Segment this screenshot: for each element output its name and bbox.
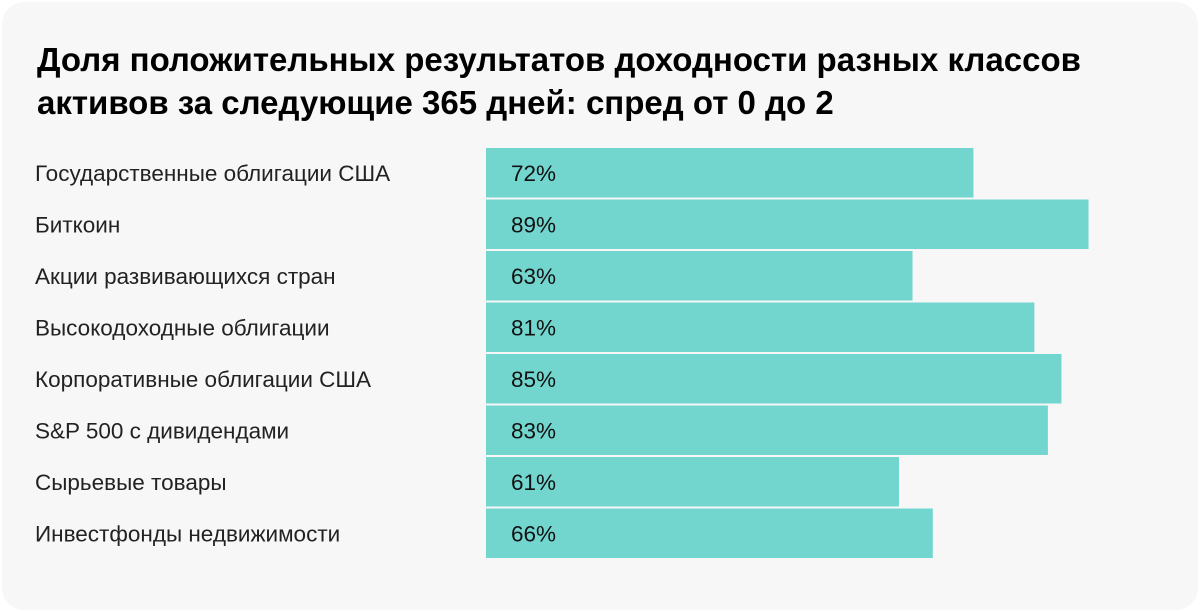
bar — [486, 251, 913, 301]
category-label: Инвестфонды недвижимости — [35, 521, 340, 546]
bar — [486, 405, 1048, 455]
value-label: 83% — [511, 418, 556, 443]
value-label: 85% — [511, 367, 556, 392]
category-label: Государственные облигации США — [35, 161, 390, 186]
chart-title: Доля положительных результатов доходност… — [37, 41, 1081, 121]
value-label: 72% — [511, 161, 556, 186]
category-label: Сырьевые товары — [35, 470, 227, 495]
value-label: 81% — [511, 315, 556, 340]
category-label: Корпоративные облигации США — [35, 367, 371, 392]
bar — [486, 302, 1035, 352]
value-label: 89% — [511, 212, 556, 237]
bar — [486, 199, 1089, 249]
value-label: 61% — [511, 470, 556, 495]
bar — [486, 354, 1062, 404]
category-label: S&P 500 с дивидендами — [35, 418, 289, 443]
category-label: Высокодоходные облигации — [35, 315, 330, 340]
value-label: 66% — [511, 521, 556, 546]
bar — [486, 457, 899, 507]
value-label: 63% — [511, 264, 556, 289]
bar — [486, 508, 933, 558]
category-label: Биткоин — [35, 212, 120, 237]
category-label: Акции развивающихся стран — [35, 264, 336, 289]
bar — [486, 148, 974, 198]
